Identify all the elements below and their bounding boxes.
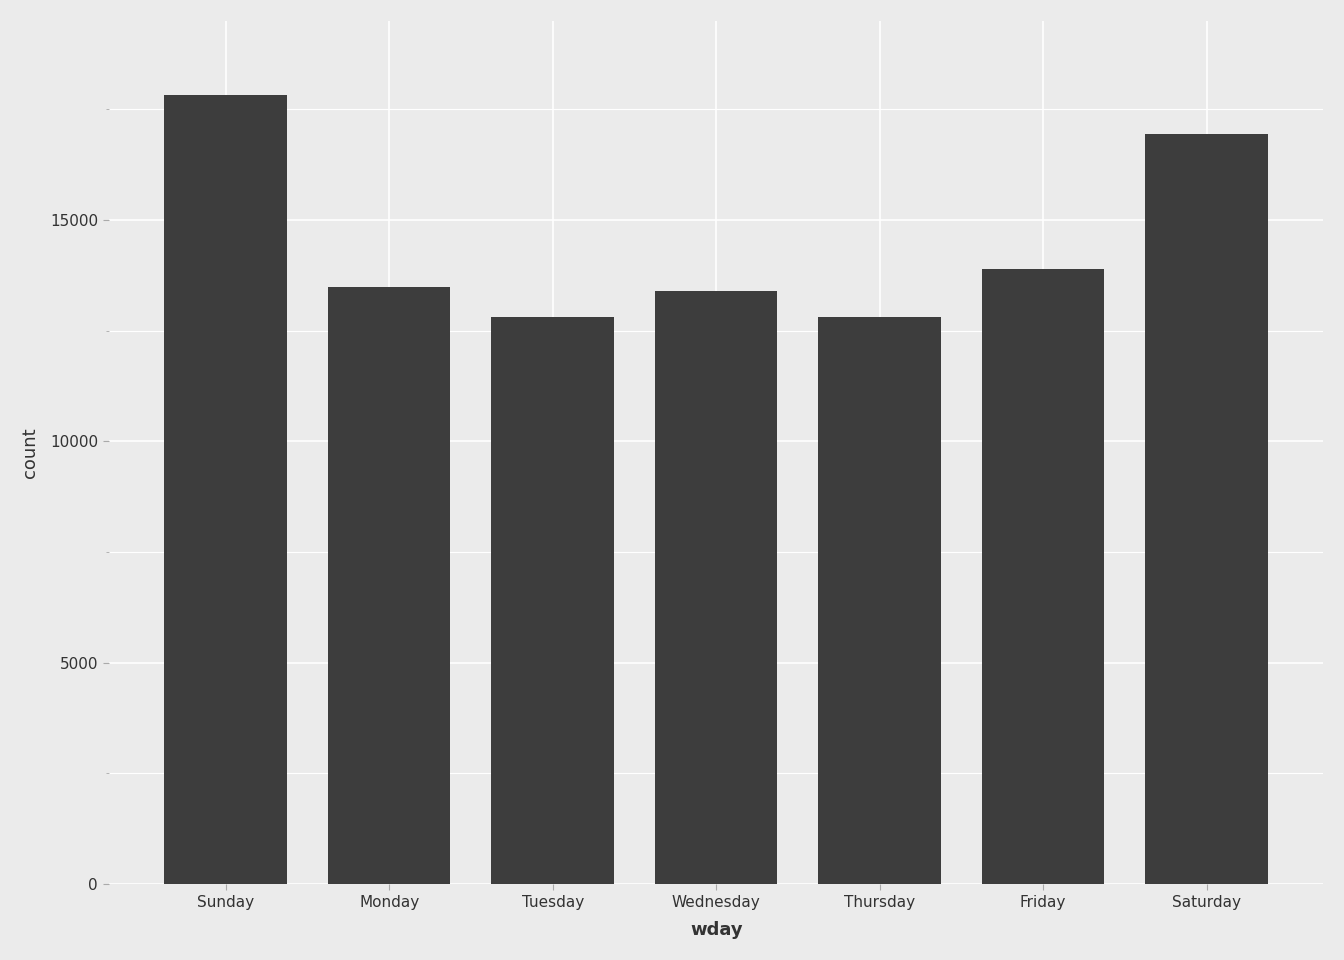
Bar xyxy=(328,287,450,884)
Bar xyxy=(818,318,941,884)
Bar xyxy=(1145,133,1267,884)
Bar xyxy=(982,269,1105,884)
Bar xyxy=(164,95,288,884)
Bar xyxy=(655,291,777,884)
X-axis label: wday: wday xyxy=(689,922,742,939)
Y-axis label: count: count xyxy=(22,427,39,478)
Bar xyxy=(492,318,614,884)
